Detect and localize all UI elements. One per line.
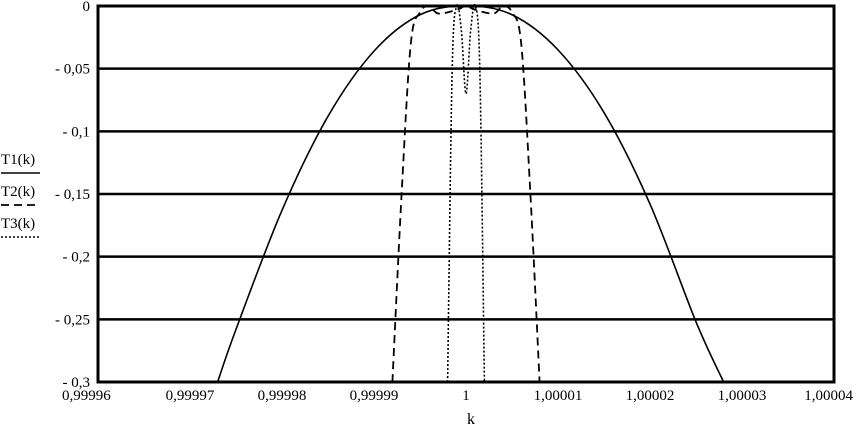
x-axis-title: k xyxy=(467,411,475,428)
x-tick-label: 1 xyxy=(462,388,470,404)
y-tick-label: - 0,25 xyxy=(55,312,90,328)
x-axis-tick-labels: 0,99996 0,99997 0,99998 0,99999 1 1,00001 1,00… xyxy=(62,388,854,404)
legend: T1(k) T2(k) T3(k) xyxy=(1,152,40,238)
y-tick-label: - 0,3 xyxy=(63,375,91,391)
series-line-3 xyxy=(446,3,486,383)
gridlines xyxy=(98,67,834,321)
legend-label-2: T2(k) xyxy=(1,184,35,200)
y-tick-label: - 0,05 xyxy=(55,62,90,78)
legend-label-1: T1(k) xyxy=(1,152,35,168)
x-tick-label: 1,00004 xyxy=(804,388,853,404)
x-tick-label: 1,00002 xyxy=(626,388,675,404)
series-line-2 xyxy=(391,5,541,383)
y-axis-tick-labels: 0 - 0,05 - 0,1 - 0,15 - 0,2 - 0,25 - 0,3 xyxy=(55,0,90,391)
x-tick-label: 1,00003 xyxy=(718,388,767,404)
y-tick-label: - 0,15 xyxy=(55,187,90,203)
x-tick-label: 0,99999 xyxy=(350,388,399,404)
x-tick-label: 0,99997 xyxy=(166,388,215,404)
y-tick-label: 0 xyxy=(83,0,91,15)
plot-area-frame xyxy=(96,4,836,384)
legend-label-3: T3(k) xyxy=(1,216,35,232)
x-tick-label: 0,99998 xyxy=(258,388,307,404)
y-tick-label: - 0,1 xyxy=(63,124,91,140)
y-tick-label: - 0,2 xyxy=(63,250,91,266)
x-tick-label: 0,99996 xyxy=(62,388,111,404)
x-tick-label: 1,00001 xyxy=(534,388,583,404)
